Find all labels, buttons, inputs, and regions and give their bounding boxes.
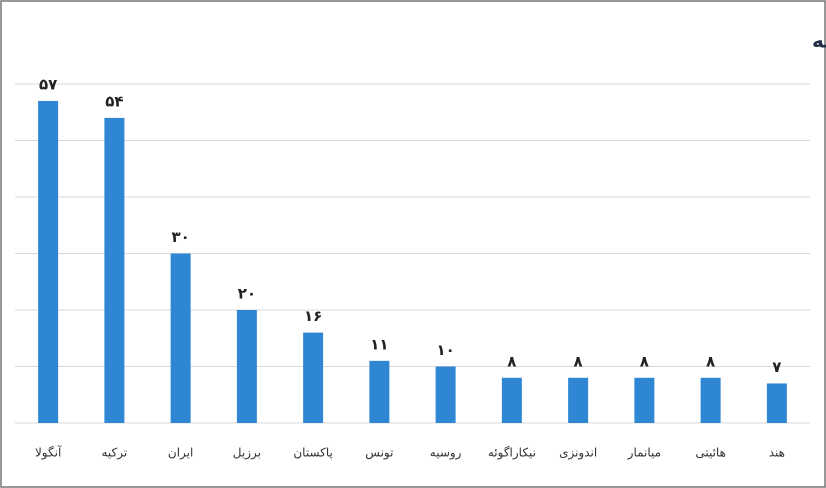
- value-label: ۱۰: [436, 341, 454, 359]
- value-label: ۵۷: [39, 75, 57, 93]
- bar: [369, 360, 390, 423]
- value-label: ۱۶: [304, 307, 322, 325]
- bar: [568, 377, 589, 423]
- bar: [766, 383, 787, 423]
- chart-title: میزان افت ارزش پول ملی برخی کشورهای منتخ…: [812, 28, 826, 54]
- value-label: ۷: [772, 358, 781, 376]
- x-tick-label: نیکاراگوئه: [488, 446, 536, 461]
- x-tick-label: روسیه: [430, 446, 462, 461]
- value-label: ۱۱: [370, 335, 388, 353]
- x-tick-label: ترکیه: [102, 446, 128, 461]
- value-label: ۲۰: [238, 285, 256, 303]
- bar: [104, 117, 125, 424]
- value-label: ۸: [640, 352, 649, 370]
- value-label: ۵۴: [105, 92, 123, 110]
- bar: [435, 366, 456, 423]
- bar: [236, 310, 257, 423]
- x-tick-label: هند: [769, 446, 785, 460]
- x-tick-label: پاکستان: [293, 446, 333, 460]
- value-label: ۸: [507, 352, 516, 370]
- bar: [634, 377, 655, 423]
- x-tick-label: اندونزی: [559, 446, 597, 461]
- value-label: ۳۰: [171, 228, 189, 246]
- bar: [700, 377, 721, 423]
- x-tick-label: آنگولا: [35, 445, 62, 461]
- value-label: ۸: [706, 352, 715, 370]
- bar: [501, 377, 522, 423]
- x-tick-label: میانمار: [627, 446, 661, 461]
- x-tick-label: هائیتی: [695, 446, 726, 460]
- bar: [303, 332, 324, 423]
- bar: [170, 253, 191, 423]
- bar: [38, 100, 59, 423]
- value-label: ۸: [574, 352, 583, 370]
- x-tick-label: تونس: [365, 446, 393, 461]
- x-tick-label: ایران: [168, 446, 193, 461]
- x-tick-label: برزیل: [233, 446, 261, 461]
